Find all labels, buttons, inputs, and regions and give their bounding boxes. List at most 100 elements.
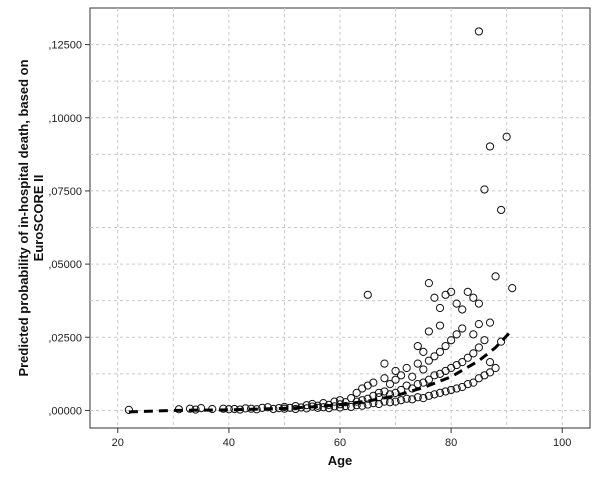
- data-point: [474, 343, 483, 352]
- data-point: [441, 341, 450, 351]
- data-point: [347, 402, 356, 412]
- data-point: [302, 401, 311, 410]
- data-point: [413, 393, 422, 402]
- data-point: [380, 374, 389, 383]
- x-tick-label: 80: [445, 437, 457, 449]
- data-point: [447, 385, 456, 395]
- data-point: [374, 393, 383, 402]
- data-point: [380, 359, 389, 368]
- data-point: [469, 330, 478, 339]
- data-point: [263, 403, 272, 412]
- data-point: [485, 142, 495, 151]
- data-point: [385, 379, 395, 389]
- data-point: [358, 396, 367, 405]
- data-point: [319, 399, 328, 408]
- data-point: [185, 404, 195, 413]
- data-point: [369, 378, 378, 387]
- data-point: [419, 394, 428, 403]
- data-point: [363, 400, 372, 409]
- data-point: [385, 398, 395, 407]
- data-point: [447, 287, 456, 297]
- data-point: [391, 397, 400, 406]
- data-point: [124, 405, 133, 414]
- data-point: [452, 330, 461, 339]
- data-point: [508, 283, 517, 293]
- data-point: [424, 327, 433, 336]
- data-point: [402, 363, 411, 373]
- data-point: [452, 384, 461, 393]
- data-point: [497, 337, 506, 346]
- x-tick-label: 60: [334, 437, 346, 449]
- data-point: [458, 324, 467, 333]
- data-point: [469, 349, 478, 358]
- data-point: [469, 378, 478, 387]
- data-point: [463, 287, 472, 297]
- y-tick-label: ,07500: [48, 186, 82, 198]
- data-point: [197, 403, 206, 413]
- data-point: [413, 341, 422, 351]
- data-point: [469, 293, 478, 302]
- x-tick-label: 100: [553, 437, 571, 449]
- y-tick-label: ,05000: [48, 259, 82, 271]
- x-tick-label: 20: [112, 437, 124, 449]
- data-point: [458, 305, 467, 314]
- data-point: [435, 303, 445, 313]
- y-axis-title: Predicted probability of in-hospital dea…: [16, 59, 46, 376]
- data-point: [341, 398, 350, 407]
- data-point: [430, 352, 439, 361]
- y-axis-title-line: Predicted probability of in-hospital dea…: [16, 59, 31, 376]
- y-tick-label: ,10000: [48, 113, 82, 125]
- data-point: [363, 290, 372, 299]
- data-point: [419, 365, 428, 374]
- data-point: [485, 368, 495, 377]
- data-point: [458, 358, 467, 367]
- data-point: [463, 379, 472, 389]
- data-point: [408, 372, 417, 381]
- x-axis-ticks: 20 40 60 80 100: [112, 428, 571, 449]
- data-point: [497, 205, 506, 215]
- data-point: [435, 347, 445, 357]
- y-tick-label: ,02500: [48, 332, 82, 344]
- data-point: [419, 347, 428, 357]
- data-point: [474, 299, 483, 308]
- data-points: [124, 27, 517, 414]
- data-point: [424, 391, 433, 400]
- data-point: [491, 363, 500, 373]
- data-point: [374, 388, 383, 397]
- data-point: [441, 387, 450, 396]
- data-point: [391, 366, 400, 376]
- data-point: [447, 336, 456, 345]
- x-axis-title: Age: [328, 453, 353, 468]
- data-point: [474, 319, 483, 329]
- data-point: [430, 390, 439, 399]
- data-point: [424, 375, 433, 384]
- data-point: [485, 358, 495, 367]
- data-point: [413, 359, 422, 368]
- data-point: [424, 279, 433, 288]
- data-point: [480, 185, 489, 194]
- data-point: [435, 321, 445, 330]
- y-axis-ticks: ,00000 ,02500 ,05000 ,07500 ,10000 ,12500: [48, 40, 90, 417]
- data-point: [491, 272, 500, 281]
- data-point: [319, 403, 328, 412]
- data-point: [430, 293, 439, 302]
- x-tick-label: 40: [223, 437, 235, 449]
- data-point: [291, 401, 300, 411]
- data-point: [502, 132, 511, 141]
- y-tick-label: ,00000: [48, 405, 82, 417]
- data-point: [408, 395, 417, 404]
- data-point: [480, 336, 489, 345]
- data-point: [352, 388, 361, 397]
- grid-lines: [90, 8, 590, 428]
- data-point: [452, 299, 461, 308]
- data-point: [435, 388, 445, 397]
- data-point: [397, 396, 406, 405]
- data-point: [424, 356, 433, 365]
- data-point: [463, 353, 472, 362]
- data-point: [397, 371, 406, 380]
- y-axis-title-line: EuroSCORE II: [31, 175, 46, 262]
- data-point: [485, 318, 495, 327]
- data-point: [391, 375, 400, 384]
- y-tick-label: ,12500: [48, 40, 82, 52]
